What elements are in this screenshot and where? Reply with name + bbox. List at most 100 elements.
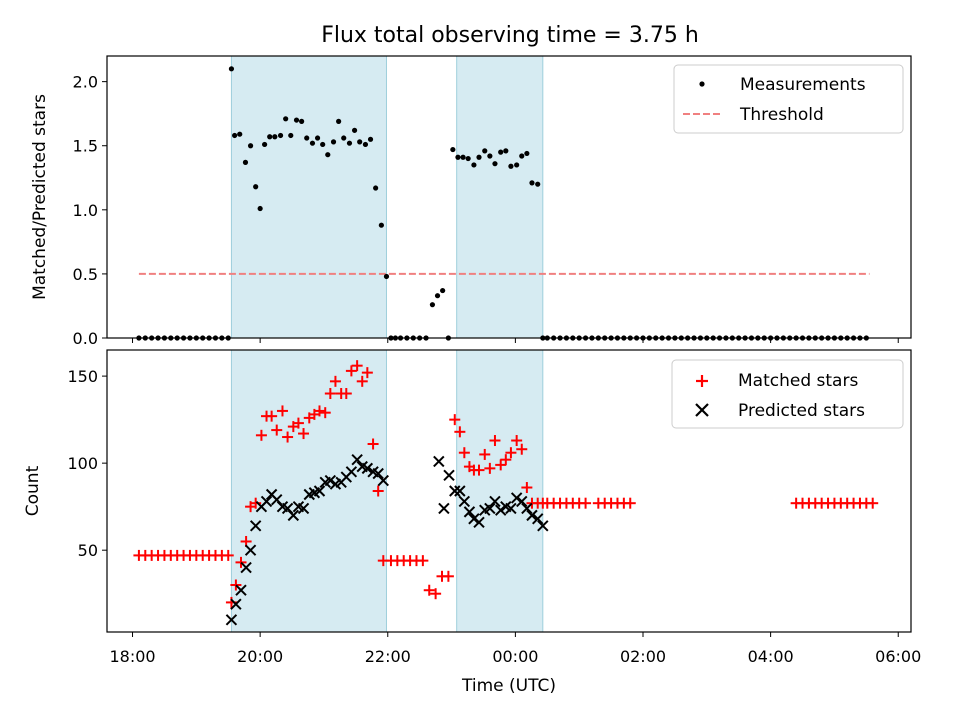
matched-star-point xyxy=(867,497,879,509)
legend-measurements-marker xyxy=(699,81,705,87)
predicted-star-point xyxy=(443,469,455,482)
measurement-point xyxy=(232,132,238,139)
matched-star-point xyxy=(340,388,352,400)
predicted-star-point xyxy=(505,502,517,515)
x-axis-label: Time (UTC) xyxy=(461,676,556,696)
predicted-star-point xyxy=(324,474,337,487)
measurement-point xyxy=(277,132,284,139)
bottom-x-axis: 18:00 20:00 22:00 00:00 02:00 04:00 06:00 xyxy=(109,632,921,666)
measurement-point xyxy=(455,154,461,160)
top-legend-box xyxy=(673,64,904,134)
predicted-star-point xyxy=(449,485,461,497)
bottom-y-axis-label: Count xyxy=(23,465,43,516)
measurement-point xyxy=(519,153,525,159)
bottom-panel: 50 100 150 18:00 20:00 22:00 00:00 02:00 04:00 0… xyxy=(23,349,921,696)
measurement-point xyxy=(508,163,514,169)
top-axes-frame xyxy=(106,55,912,339)
predicted-star-point xyxy=(260,495,273,508)
measurement-point xyxy=(336,118,342,124)
y-tick-label: 0.5 xyxy=(73,265,98,284)
predicted-star-point xyxy=(235,584,247,596)
top-legend: Measurements Threshold xyxy=(673,64,904,134)
predicted-stars-points xyxy=(225,453,549,626)
predicted-star-point xyxy=(244,544,257,556)
measurement-point xyxy=(378,222,384,228)
matched-star-point xyxy=(454,426,466,438)
measurement-point xyxy=(262,141,268,148)
measurement-point xyxy=(367,136,374,142)
matched-star-point xyxy=(298,428,310,440)
bottom-y-axis: 50 100 150 xyxy=(67,367,107,560)
y-tick-label: 2.0 xyxy=(73,73,98,92)
predicted-star-point xyxy=(458,495,471,508)
predicted-star-point xyxy=(351,453,363,466)
matched-star-point xyxy=(580,497,592,509)
measurement-point xyxy=(492,161,498,167)
matched-star-point xyxy=(489,435,501,447)
matched-star-point xyxy=(516,443,528,455)
x-tick-label: 18:00 xyxy=(109,647,155,666)
measurement-point xyxy=(440,287,446,294)
matched-star-point xyxy=(361,367,373,379)
predicted-star-point xyxy=(521,502,533,515)
matched-star-point xyxy=(430,588,442,600)
matched-star-point xyxy=(423,584,435,596)
measurement-point xyxy=(529,180,535,186)
matched-star-point xyxy=(222,549,234,561)
matched-stars-points xyxy=(133,360,879,608)
matched-star-point xyxy=(276,405,288,417)
predicted-star-point xyxy=(484,502,496,515)
shaded-region-1 xyxy=(456,349,544,633)
legend-threshold-label: Threshold xyxy=(739,105,824,125)
measurement-point xyxy=(434,293,441,299)
predicted-star-point xyxy=(372,467,384,480)
legend-measurements-label: Measurements xyxy=(740,75,866,95)
measurement-point xyxy=(304,135,310,141)
measurement-point xyxy=(330,139,337,145)
predicted-star-point xyxy=(287,509,300,522)
predicted-star-point xyxy=(473,516,485,529)
legend-predicted-marker xyxy=(695,403,709,417)
y-tick-label: 150 xyxy=(67,367,98,386)
measurement-point xyxy=(487,153,493,159)
x-tick-label: 20:00 xyxy=(237,647,283,666)
matched-star-point xyxy=(442,570,454,582)
measurement-point xyxy=(341,135,347,141)
y-tick-label: 100 xyxy=(67,454,98,473)
top-y-axis: 0.0 0.5 1.0 1.5 2.0 xyxy=(73,73,107,348)
matched-star-point xyxy=(282,431,294,443)
predicted-star-point xyxy=(249,520,262,532)
matched-star-point xyxy=(266,410,278,422)
top-shaded-regions xyxy=(230,55,544,339)
measurement-point xyxy=(373,185,379,191)
measurement-point xyxy=(450,146,456,153)
measurement-point xyxy=(309,140,316,146)
predicted-star-point xyxy=(433,455,445,468)
top-panel: 0.00.51.01.52.0 Matched/Predicted stars … xyxy=(30,55,912,348)
measurement-point xyxy=(524,150,530,157)
bottom-shaded-regions xyxy=(230,349,544,633)
predicted-star-point xyxy=(537,520,549,532)
bottom-legend-box xyxy=(671,359,904,429)
predicted-star-point xyxy=(225,614,238,626)
matched-star-point xyxy=(458,447,470,459)
bottom-axes-frame xyxy=(106,349,912,633)
matched-star-point xyxy=(484,462,496,474)
matched-star-point xyxy=(417,555,429,567)
measurement-point xyxy=(272,134,278,140)
predicted-star-point xyxy=(230,598,242,610)
predicted-star-point xyxy=(297,502,310,515)
predicted-star-point xyxy=(489,495,501,508)
measurement-point xyxy=(314,135,321,141)
matched-star-point xyxy=(324,388,336,400)
measurement-point xyxy=(503,148,509,154)
matched-star-point xyxy=(367,438,379,450)
y-tick-label: 1.5 xyxy=(73,137,98,156)
measurement-point xyxy=(476,154,482,160)
shaded-region-1 xyxy=(456,55,544,339)
matched-star-point xyxy=(372,485,384,497)
predicted-star-point xyxy=(361,462,374,475)
legend-matched-label: Matched stars xyxy=(738,371,858,391)
matched-star-point xyxy=(319,407,331,419)
